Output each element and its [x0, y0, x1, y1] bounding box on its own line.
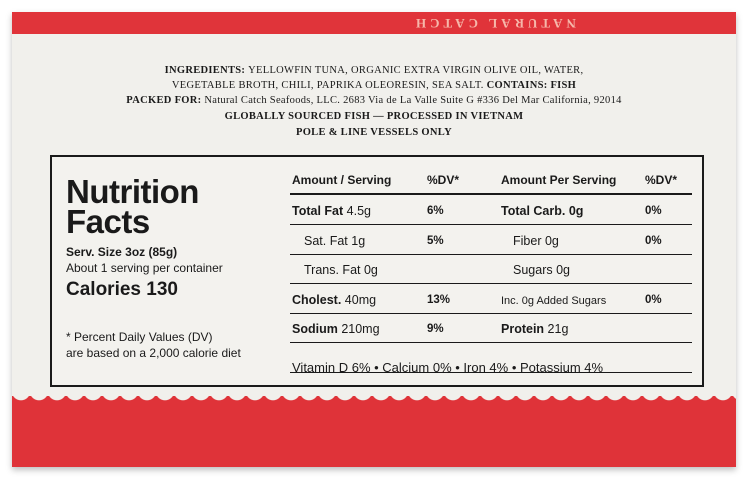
brand: NATURAL CATCH	[412, 16, 576, 31]
rule	[290, 253, 692, 255]
nutrient-amount: 210mg	[341, 322, 380, 336]
nutrient-name: Protein	[501, 322, 545, 336]
rule	[290, 283, 692, 284]
daily-value: 5%	[427, 234, 444, 247]
nutrient-amount: 21g	[547, 322, 569, 336]
nutrient: Trans. Fat 0g	[304, 263, 378, 277]
nutrient: Fiber 0g	[513, 234, 559, 248]
packed-for: PACKED FOR: Natural Catch Seafoods, LLC.…	[12, 95, 736, 106]
top-band: NATURAL CATCH	[12, 12, 736, 34]
column-header: %DV*	[427, 173, 460, 187]
daily-value: 0%	[645, 293, 662, 306]
nutrient-amount: 0g	[568, 204, 584, 218]
nutrient-name: Total Fat	[292, 204, 344, 218]
column-header: %DV*	[645, 173, 678, 187]
nutrient: Cholest. 40mg	[292, 293, 376, 307]
ingredients: INGREDIENTS: YELLOWFIN TUNA, ORGANIC EXT…	[12, 65, 736, 76]
column-header: Amount Per Serving	[501, 173, 617, 187]
nutrient-amount: 4.5g	[346, 204, 371, 218]
rule	[290, 224, 692, 225]
daily-value: 13%	[427, 293, 451, 306]
nutrient-name: Sodium	[292, 322, 338, 336]
column-header: Amount / Serving	[292, 173, 392, 187]
nutrient: Inc. 0g Added Sugars	[501, 293, 606, 307]
calories: Calories 130	[66, 279, 178, 300]
nutrient-name: Fiber	[513, 233, 542, 248]
package: NATURAL CATCH INGREDIENTS: YELLOWFIN TUN…	[12, 12, 736, 467]
nutrient: Total Fat 4.5g	[292, 204, 371, 218]
ingredients-text: VEGETABLE BROTH, CHILI, PAPRIKA OLEORESI…	[171, 80, 484, 91]
packed-for-text: Natural Catch Seafoods, LLC. 2683 Via de…	[204, 95, 622, 106]
serving-size: Serv. Size 3oz (85g)	[66, 245, 178, 259]
nutrient-amount: 40mg	[344, 292, 377, 307]
sourcing: GLOBALLY SOURCED FISH — PROCESSED IN VIE…	[224, 111, 524, 122]
nutrient-amount: 0g	[363, 263, 378, 277]
daily-value: 0%	[645, 234, 662, 247]
scallop-edge	[12, 391, 736, 403]
title-line: Nutrition	[66, 173, 199, 210]
ingredients-label: INGREDIENTS:	[164, 65, 246, 76]
nutrition-title: Nutrition Facts	[66, 173, 199, 240]
daily-value: 9%	[427, 323, 444, 335]
nutrient-name: Sugars	[513, 263, 553, 277]
rule	[290, 371, 692, 373]
nutrient: Sodium 210mg	[292, 322, 380, 336]
servings: About 1 serving per container	[66, 261, 223, 275]
nutrient-name: Cholest.	[292, 292, 342, 307]
nutrient-name: Total Carb.	[501, 204, 566, 218]
nutrient-name: Inc. 0g Added Sugars	[501, 294, 607, 307]
bottom-band	[12, 396, 736, 467]
nutrient: Protein 21g	[501, 322, 568, 336]
daily-value: 6%	[427, 205, 444, 217]
allergen: CONTAINS: FISH	[486, 80, 577, 91]
nutrient: Sugars 0g	[513, 263, 570, 277]
rule	[290, 342, 692, 343]
sourcing: POLE & LINE VESSELS ONLY	[295, 127, 452, 138]
ingredients-text: YELLOWFIN TUNA, ORGANIC EXTRA VIRGIN OLI…	[248, 65, 584, 76]
title-line: Facts	[66, 203, 150, 240]
nutrient-name: Trans. Fat	[304, 263, 361, 277]
rule	[290, 193, 692, 195]
ingredients: VEGETABLE BROTH, CHILI, PAPRIKA OLEORESI…	[12, 80, 736, 91]
nutrition-facts: Nutrition Facts Serv. Size 3oz (85g) Abou…	[50, 155, 704, 387]
nutrient-name: Sat. Fat	[304, 233, 348, 248]
rule	[290, 312, 692, 314]
vitamins: Vitamin D 6% • Calcium 0% • Iron 4% • Po…	[292, 360, 604, 375]
footnote: * Percent Daily Values (DV)	[66, 330, 213, 344]
nutrient: Total Carb. 0g	[501, 204, 583, 218]
nutrient-amount: 1g	[351, 233, 366, 248]
daily-value: 0%	[645, 205, 662, 217]
footnote: are based on a 2,000 calorie diet	[66, 346, 241, 360]
nutrient: Sat. Fat 1g	[304, 234, 365, 248]
packed-for-label: PACKED FOR:	[126, 95, 202, 106]
nutrient-amount: 0g	[556, 263, 570, 277]
nutrient-amount: 0g	[544, 233, 559, 248]
